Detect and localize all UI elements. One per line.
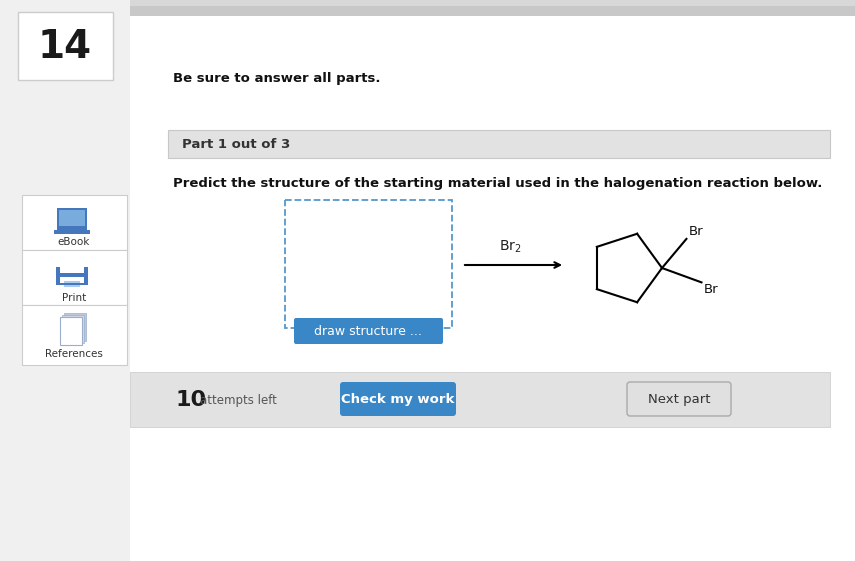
Bar [60,263,84,273]
Bar [130,372,830,427]
Bar [130,0,855,6]
Text: attempts left: attempts left [200,393,277,407]
Bar [130,0,855,561]
Text: Br$_2$: Br$_2$ [498,238,522,255]
FancyBboxPatch shape [340,382,456,416]
Bar [285,200,452,328]
Text: Br: Br [688,225,703,238]
Bar [64,281,80,283]
Bar [18,12,113,80]
Bar [168,130,830,158]
Bar [56,267,88,285]
Bar [60,317,82,345]
Bar [22,305,127,365]
Text: References: References [45,349,103,359]
Bar [64,313,86,341]
Bar [62,315,84,343]
Bar [22,250,127,305]
Text: Part 1 out of 3: Part 1 out of 3 [182,137,290,150]
Text: Next part: Next part [648,393,711,406]
Bar [60,277,84,283]
Text: eBook: eBook [58,237,90,247]
Bar [64,285,80,287]
Bar [54,230,90,234]
FancyBboxPatch shape [294,318,443,344]
Bar [22,195,127,250]
Text: Be sure to answer all parts.: Be sure to answer all parts. [173,71,380,85]
FancyBboxPatch shape [627,382,731,416]
Text: 10: 10 [175,390,206,410]
Text: 14: 14 [38,28,92,66]
Bar [130,6,855,16]
Text: draw structure ...: draw structure ... [314,324,422,338]
Text: Print: Print [62,293,86,303]
Bar [57,208,87,230]
Bar [59,210,85,226]
Text: Br: Br [704,283,718,296]
Text: Check my work: Check my work [341,393,455,406]
Text: Predict the structure of the starting material used in the halogenation reaction: Predict the structure of the starting ma… [173,177,823,190]
